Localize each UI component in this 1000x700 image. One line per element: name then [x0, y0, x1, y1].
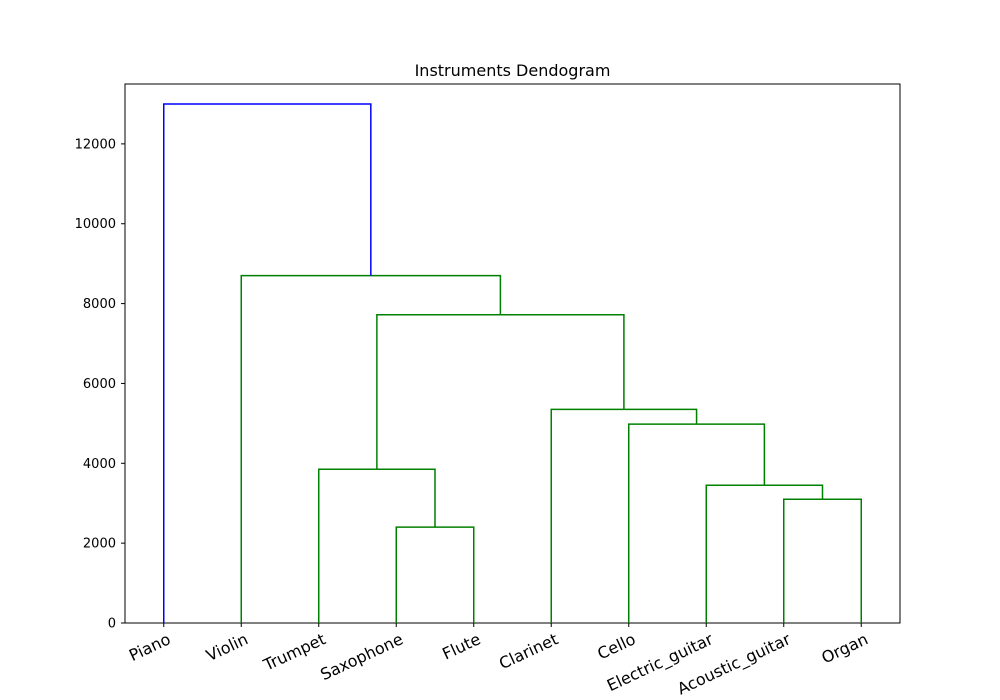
leaf-label: Piano	[126, 629, 173, 665]
cluster-link	[376, 314, 625, 470]
leaf-label: Clarinet	[496, 629, 561, 673]
y-tick-label: 4000	[83, 457, 116, 472]
leaf-label: Violin	[203, 629, 251, 665]
dendrogram-links	[163, 103, 862, 623]
y-tick-label: 8000	[83, 297, 116, 312]
y-axis: 0 2000 4000 6000 8000 10000 12000	[75, 137, 125, 632]
root-link	[163, 103, 372, 623]
cluster-link	[783, 498, 862, 623]
leaf-label: Cello	[594, 629, 638, 663]
leaf-label: Flute	[439, 629, 483, 663]
cluster-link	[395, 526, 475, 623]
y-tick-label: 6000	[83, 377, 116, 392]
y-tick-label: 2000	[83, 537, 116, 552]
cluster-link	[705, 484, 824, 623]
y-tick-label: 12000	[75, 137, 116, 152]
leaf-label: Saxophone	[317, 629, 406, 684]
y-tick-label: 0	[108, 617, 116, 632]
chart-title: Instruments Dendogram	[415, 61, 611, 80]
cluster-link	[318, 468, 436, 623]
leaf-label: Organ	[819, 629, 871, 667]
y-tick-label: 10000	[75, 217, 116, 232]
cluster-link	[240, 274, 502, 623]
cluster-link	[550, 408, 698, 623]
plot-area-frame	[124, 83, 901, 624]
cluster-link	[628, 423, 766, 623]
